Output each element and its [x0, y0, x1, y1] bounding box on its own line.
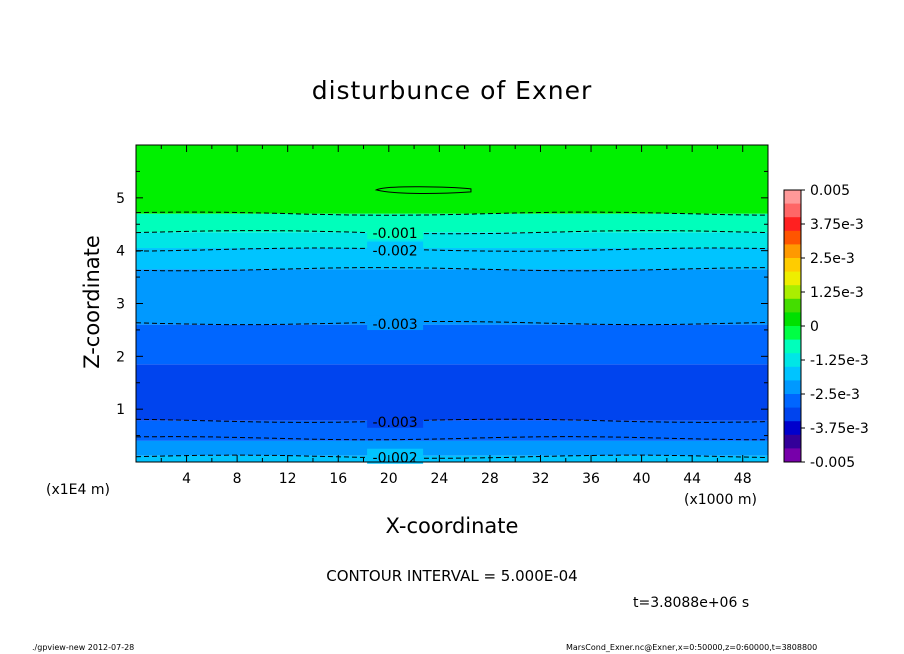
- colorbar-swatch-8: [784, 298, 801, 313]
- band-9: [136, 145, 768, 214]
- contour-label-6: -0.001: [373, 226, 418, 242]
- x-tick-label-7: 32: [532, 471, 550, 487]
- colorbar-swatch-18: [784, 434, 801, 449]
- x-tick-label-9: 40: [633, 471, 651, 487]
- contour-interval: CONTOUR INTERVAL = 5.000E-04: [326, 567, 578, 585]
- band-3: [136, 364, 768, 421]
- colorbar-swatch-11: [784, 339, 801, 354]
- closed-contour: [374, 186, 472, 195]
- contour-label-0: -0.002: [373, 451, 418, 467]
- y-tick-label-2: 3: [116, 297, 125, 313]
- plot-bands: [136, 145, 768, 462]
- colorbar-label-7: -3.75e-3: [810, 421, 869, 437]
- contour-label-bg-3: [367, 315, 424, 331]
- colorbar-swatch-6: [784, 271, 801, 286]
- x-axis-unit: (x1000 m): [684, 492, 757, 508]
- x-tick-label-0: 4: [182, 471, 191, 487]
- band-6: [136, 248, 768, 270]
- contour-label-bg-0: [367, 448, 424, 464]
- contour-line-3: [135, 321, 769, 326]
- colorbar-label-3: 1.25e-3: [810, 285, 864, 301]
- x-tick-label-6: 28: [481, 471, 499, 487]
- colorbar-label-6: -2.5e-3: [810, 387, 860, 403]
- x-tick-label-11: 48: [734, 471, 752, 487]
- footer-left: ./gpview-new 2012-07-28: [32, 643, 135, 652]
- contour-label-bg-5: [367, 241, 424, 257]
- colorbar-label-8: -0.005: [810, 455, 855, 471]
- colorbar-swatch-16: [784, 407, 801, 422]
- contour-label-2: -0.003: [373, 415, 418, 431]
- colorbar-swatch-7: [784, 285, 801, 300]
- band-7: [136, 232, 768, 249]
- contour-line-0: [135, 454, 769, 459]
- y-tick-label-4: 5: [116, 191, 125, 207]
- x-tick-label-10: 44: [683, 471, 701, 487]
- chart-title: disturbunce of Exner: [311, 76, 593, 105]
- band-5: [136, 269, 768, 325]
- x-tick-label-8: 36: [582, 471, 600, 487]
- colorbar-label-1: 3.75e-3: [810, 217, 864, 233]
- plot-contours: -0.002 -0.003 -0.003 -0.002 -0.001: [135, 186, 769, 467]
- x-tick-label-2: 12: [279, 471, 297, 487]
- x-tick-label-5: 24: [430, 471, 448, 487]
- colorbar-label-5: -1.25e-3: [810, 353, 869, 369]
- colorbar: 0.005 3.75e-3 2.5e-3 1.25e-3 0 -1.25e-3 -2.5e-…: [783, 183, 869, 471]
- colorbar-swatch-12: [784, 353, 801, 368]
- y-axis-label: Z-coordinate: [80, 235, 104, 369]
- x-axis-label: X-coordinate: [385, 514, 519, 538]
- x-tick-label-4: 20: [380, 471, 398, 487]
- colorbar-swatch-17: [784, 421, 801, 436]
- colorbar-swatch-10: [784, 326, 801, 341]
- contour-line-4: [135, 267, 769, 272]
- colorbar-swatch-3: [784, 230, 801, 245]
- band-8: [136, 213, 768, 233]
- colorbar-swatch-2: [784, 217, 801, 232]
- x-tick-label-3: 16: [329, 471, 347, 487]
- band-0: [136, 455, 768, 462]
- contour-label-bg-2: [367, 412, 424, 428]
- colorbar-swatch-9: [784, 312, 801, 327]
- contour-line-1: [135, 436, 768, 441]
- colorbar-swatch-14: [784, 380, 801, 395]
- x-tick-label-1: 8: [233, 471, 242, 487]
- contour-label-3: -0.003: [373, 317, 418, 333]
- band-4: [136, 324, 768, 365]
- colorbar-swatch-15: [784, 394, 801, 409]
- footer-right: MarsCond_Exner.nc@Exner,x=0:50000,z=0:60…: [566, 643, 818, 652]
- contour-line-2: [135, 418, 769, 423]
- y-tick-label-1: 2: [116, 349, 125, 365]
- band-1: [136, 440, 768, 456]
- colorbar-swatch-1: [784, 203, 801, 218]
- contour-line-5: [135, 247, 769, 252]
- band-2: [136, 420, 768, 441]
- colorbar-swatch-5: [784, 258, 801, 273]
- colorbar-swatch-0: [784, 190, 801, 205]
- colorbar-label-2: 2.5e-3: [810, 251, 855, 267]
- colorbar-swatch-13: [784, 366, 801, 381]
- colorbar-label-0: 0.005: [810, 183, 850, 199]
- y-axis-unit: (x1E4 m): [46, 482, 110, 498]
- y-tick-label-0: 1: [116, 402, 125, 418]
- time-label: t=3.8088e+06 s: [633, 595, 750, 611]
- contour-label-5: -0.002: [373, 244, 418, 260]
- y-tick-label-3: 4: [116, 244, 125, 260]
- colorbar-label-4: 0: [810, 319, 819, 335]
- contour-label-bg-6: [367, 224, 424, 240]
- colorbar-swatch-19: [784, 448, 801, 463]
- colorbar-swatch-4: [784, 244, 801, 259]
- contour-line-7: [135, 211, 769, 216]
- contour-line-6: [135, 230, 769, 235]
